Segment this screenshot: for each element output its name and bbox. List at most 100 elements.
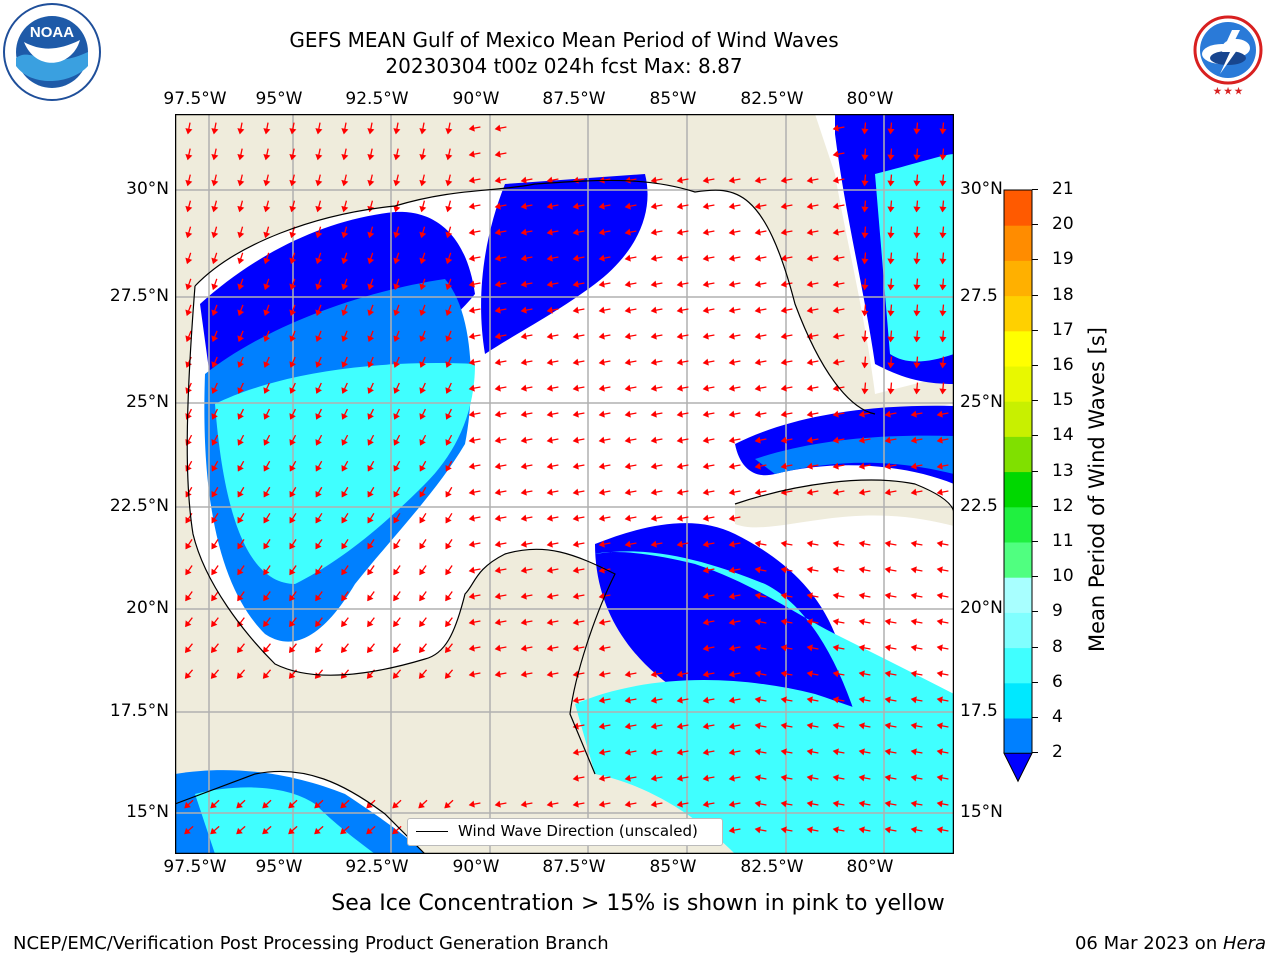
wind-arrow-head (728, 540, 735, 548)
wind-arrow-head (884, 722, 891, 730)
x-tick-label: 97.5°W (163, 89, 227, 109)
wind-arrow-head (858, 540, 865, 548)
wind-arrow-head (494, 176, 501, 184)
wind-arrow-head (445, 257, 453, 265)
wind-arrow-head (650, 514, 657, 522)
wind-arrow-head (572, 228, 579, 236)
wind-arrow-head (910, 722, 917, 730)
field-mid-east (755, 435, 954, 474)
wind-arrow-head (572, 618, 579, 626)
wind-arrow-head (702, 488, 709, 496)
wind-arrow-head (468, 124, 475, 132)
wind-arrow-head (393, 154, 401, 161)
wind-arrow-head (939, 206, 947, 213)
wind-arrow-head (887, 310, 895, 317)
wind-arrow-head (936, 696, 943, 704)
wind-arrow-head (832, 670, 839, 678)
wind-arrow-head (598, 384, 605, 392)
wind-arrow-head (520, 280, 527, 288)
wind-arrow-head (185, 205, 193, 213)
wind-arrow-head (211, 516, 218, 524)
colorbar-tick-mark (1032, 505, 1038, 507)
wind-arrow-head (341, 361, 348, 368)
wind-arrow-head (393, 464, 400, 472)
wind-arrow-head (884, 488, 891, 496)
wind-arrow-head (858, 462, 865, 470)
colorbar-tick-label: 13 (1052, 460, 1074, 481)
wind-arrow-head (341, 594, 348, 602)
wind-arrow-head (858, 592, 865, 600)
wind-arrow-head (676, 410, 683, 418)
wind-arrow-head (341, 283, 349, 291)
colorbar-tick-mark (1032, 365, 1038, 366)
colorbar-under-triangle (1003, 752, 1033, 783)
wind-arrow-head (445, 568, 452, 576)
wind-arrow-head (702, 384, 709, 392)
wind-arrow-head (910, 488, 917, 496)
wind-arrow-head (624, 280, 631, 288)
wind-arrow-head (624, 202, 631, 210)
wind-arrow-head (624, 722, 631, 730)
wind-arrow-head (367, 257, 375, 265)
wind-arrow-head (289, 568, 296, 576)
wind-arrow-head (367, 361, 374, 368)
wind-arrow-head (419, 154, 427, 161)
wind-arrow-head (468, 306, 475, 314)
wind-arrow-head (650, 800, 657, 808)
footer-left: NCEP/EMC/Verification Post Processing Pr… (13, 933, 609, 954)
wind-arrow-head (702, 566, 709, 574)
x-tick-label: 92.5°W (345, 857, 409, 877)
wind-arrow-head (676, 384, 683, 392)
wind-arrow-head (728, 670, 735, 678)
wind-arrow-head (806, 306, 813, 314)
wind-arrow-head (676, 436, 683, 444)
wind-arrow-head (468, 436, 475, 444)
wind-arrow-head (832, 358, 839, 366)
wind-arrow-head (315, 516, 322, 524)
wind-arrow-head (676, 462, 683, 470)
wind-arrow-head (444, 646, 452, 654)
wind-arrow-head (598, 436, 605, 444)
colorbar-segment (1004, 260, 1032, 297)
wind-arrow-head (650, 722, 657, 730)
wind-arrow-head (494, 306, 501, 314)
wind-arrow-head (780, 800, 787, 808)
wind-arrow-head (468, 462, 475, 470)
wind-arrow-head (754, 332, 761, 340)
wind-arrow-head (754, 566, 761, 574)
wind-arrow-head (910, 644, 917, 652)
wind-arrow-head (393, 516, 400, 524)
wind-arrow-head (754, 800, 761, 808)
wind-arrow-head (910, 566, 917, 574)
wind-arrow-head (393, 179, 401, 187)
wind-arrow-head (315, 620, 322, 628)
wind-arrow-head (884, 696, 891, 704)
wind-arrow-head (887, 180, 895, 187)
wind-arrow-head (315, 128, 323, 135)
wind-arrow-head (910, 618, 917, 626)
wind-arrow-head (237, 568, 244, 576)
wind-arrow-head (624, 540, 631, 548)
wind-arrow-head (624, 696, 631, 704)
wind-arrow-head (520, 306, 527, 314)
wind-arrow-head (702, 176, 709, 184)
wind-arrow-head (702, 332, 709, 340)
wind-arrow-head (728, 800, 735, 808)
wind-arrow-head (367, 464, 374, 472)
x-tick-label: 85°W (649, 89, 697, 109)
colorbar-tick-mark (1032, 470, 1038, 472)
wind-arrow-head (572, 254, 579, 262)
wind-arrow-head (572, 384, 579, 392)
wind-arrow-head (211, 439, 218, 446)
colorbar-tick-label: 17 (1052, 319, 1074, 340)
wind-arrow-head (650, 384, 657, 392)
wind-arrow-head (806, 800, 813, 808)
wind-arrow-head (598, 254, 605, 262)
wind-arrow-head (419, 361, 426, 368)
wind-arrow-head (263, 490, 270, 498)
wind-arrow-head (806, 358, 813, 366)
wind-arrow-head (884, 670, 891, 678)
wind-arrow-head (572, 774, 579, 782)
wind-arrow-head (754, 774, 761, 782)
wind-arrow-head (419, 490, 426, 498)
